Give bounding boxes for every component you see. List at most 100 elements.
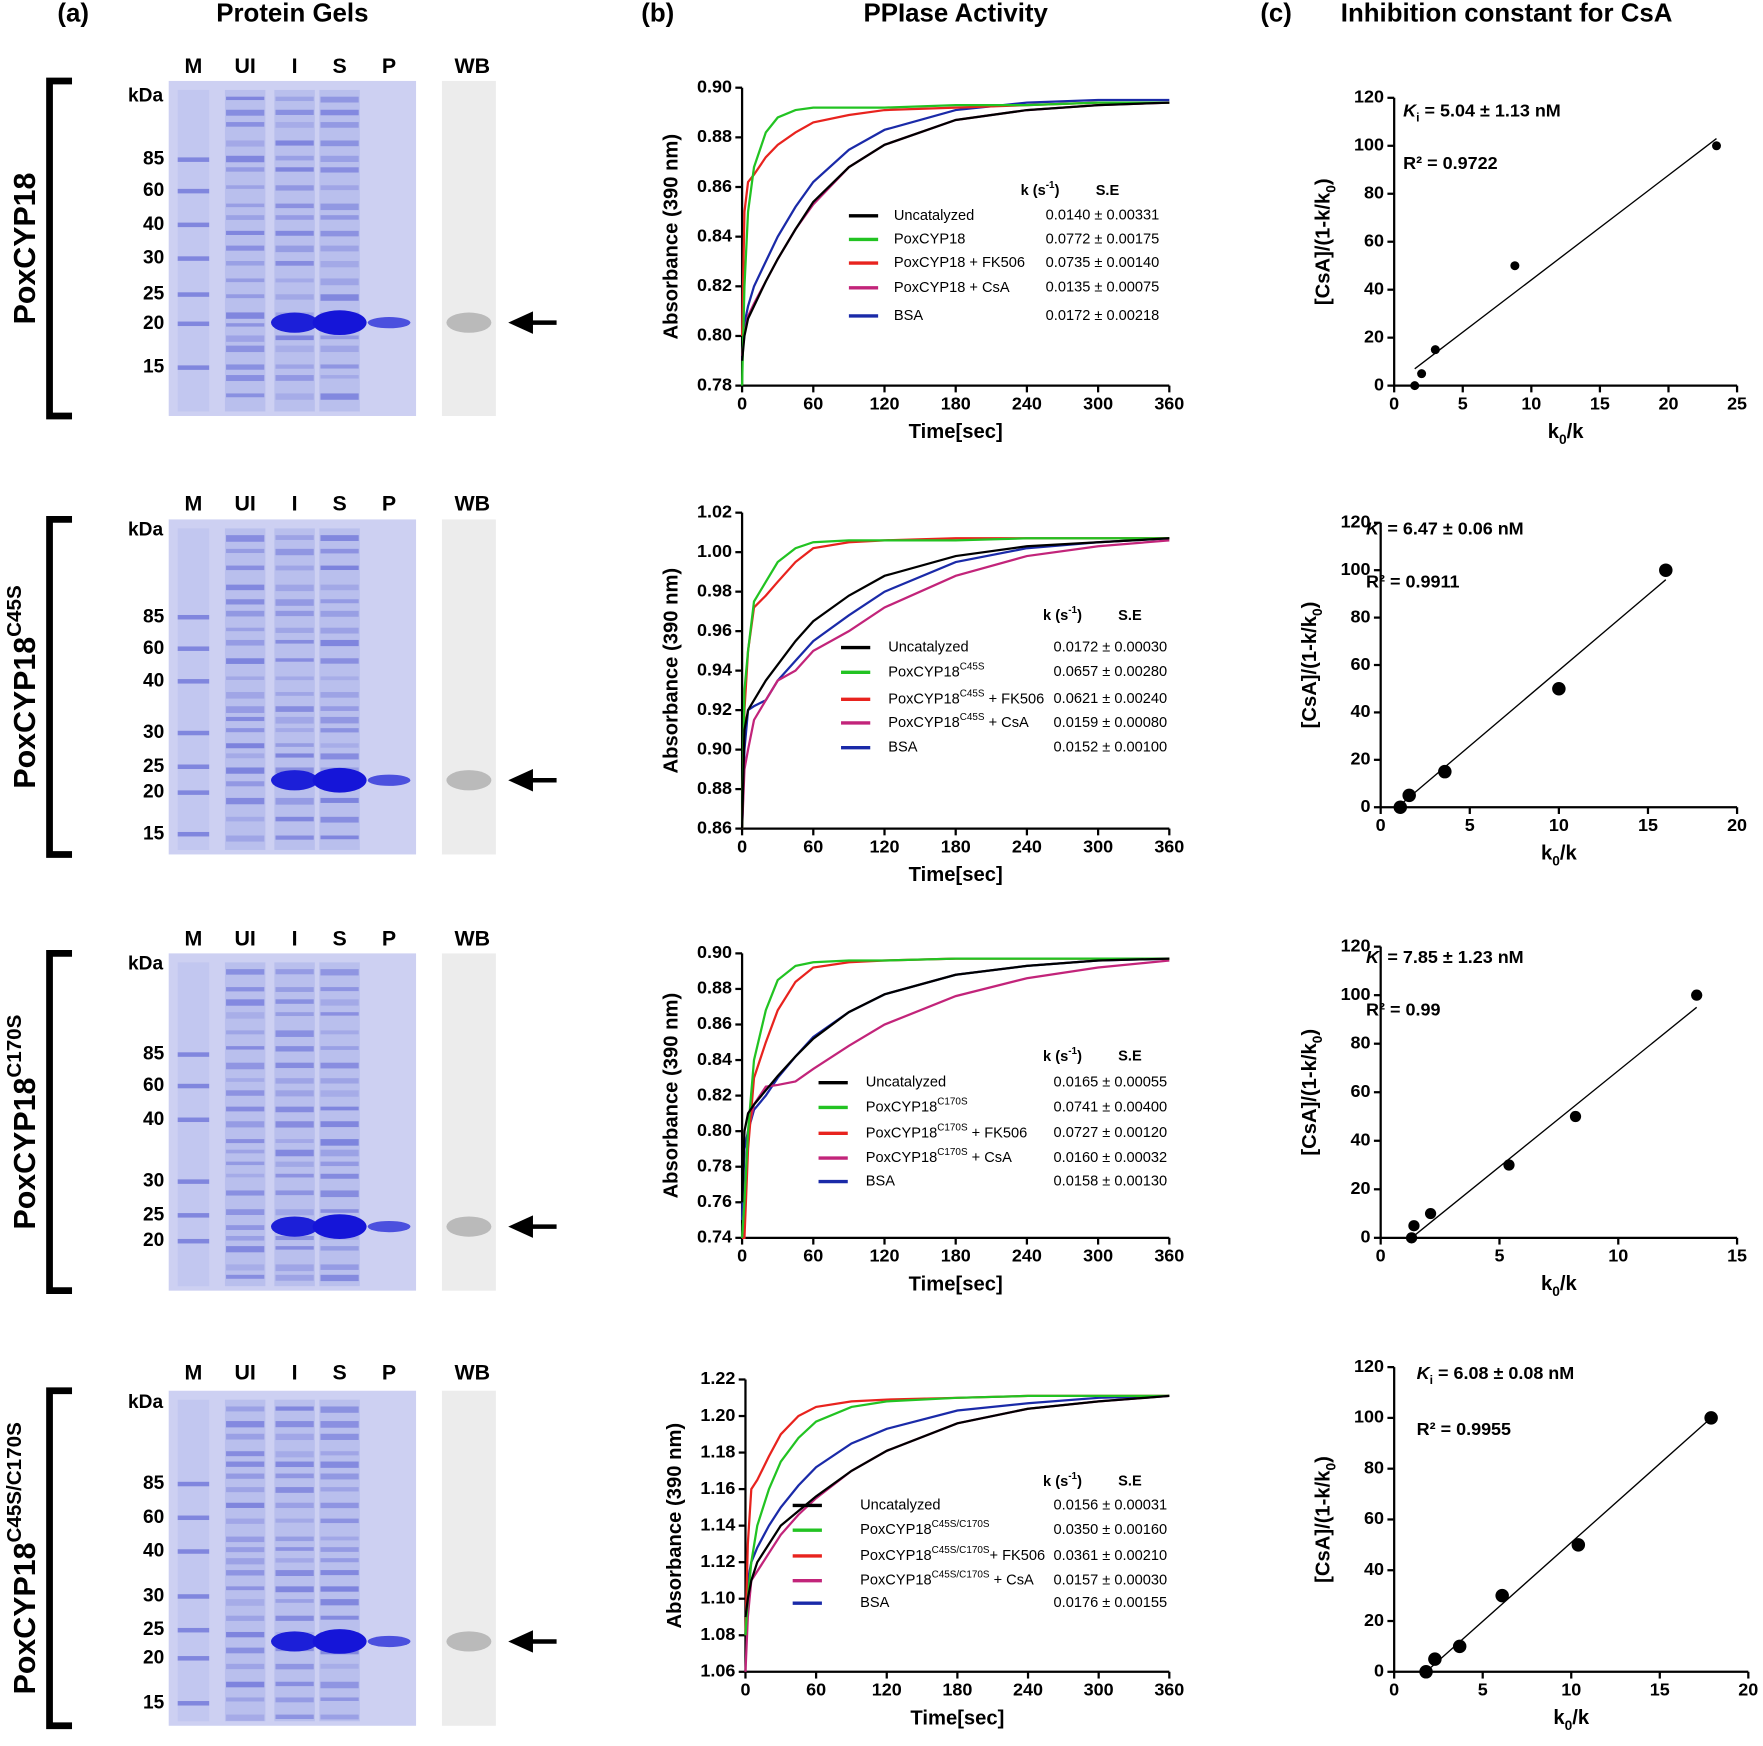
band [275, 1235, 314, 1241]
x-tick-label: 60 [803, 393, 823, 413]
lane-label: P [382, 491, 396, 515]
band [275, 728, 314, 733]
text-part: -1 [1068, 1471, 1077, 1482]
marker-band [177, 1179, 210, 1184]
data-point [1571, 1538, 1586, 1552]
legend-label: Uncatalyzed [894, 208, 974, 224]
y-tick-label: 100 [1354, 135, 1384, 155]
y-tick-label: 1.10 [700, 1587, 735, 1607]
band [320, 1570, 359, 1576]
x-tick-label: 5 [1478, 1680, 1488, 1700]
band [275, 1274, 314, 1281]
legend-label: BSA [860, 1595, 889, 1611]
lane-label: S [332, 491, 346, 515]
band [320, 1121, 359, 1128]
band [320, 728, 359, 733]
y-tick-label: 60 [1351, 1081, 1371, 1101]
band [226, 1487, 265, 1493]
marker-band [177, 1083, 210, 1089]
text-part: k (s [1043, 608, 1068, 624]
band [226, 1406, 265, 1412]
x-tick-label: 240 [1013, 1680, 1043, 1700]
legend-value: 0.0176 ± 0.00155 [1054, 1595, 1168, 1611]
text-part: + CsA [990, 1573, 1035, 1589]
marker-band [177, 1627, 210, 1633]
text-part: k [1541, 843, 1553, 865]
band [320, 245, 359, 252]
band [275, 1599, 314, 1603]
y-tick-label: 0.82 [697, 275, 732, 295]
band [446, 1216, 492, 1237]
x-tick-label: 20 [1658, 393, 1678, 413]
annotation: Ki = 6.47 ± 0.06 nM [1366, 518, 1524, 542]
y-tick-label: 20 [1364, 1610, 1384, 1630]
panel-label: (a) [57, 0, 89, 27]
band [320, 716, 359, 724]
band [320, 1502, 359, 1509]
band [275, 1421, 314, 1428]
text-part: k [1553, 1707, 1565, 1729]
band [226, 1570, 265, 1576]
band [275, 1246, 314, 1250]
band [320, 1190, 359, 1198]
text-part: -1 [1046, 180, 1055, 191]
western-blot [441, 953, 496, 1291]
legend-value: 0.0361 ± 0.00210 [1054, 1548, 1168, 1564]
text-part: i [1379, 957, 1382, 971]
legend-header: S.E [1118, 1474, 1142, 1490]
lane-label: UI [234, 491, 255, 515]
band [320, 167, 359, 173]
text-part: C45S/C170S [932, 1570, 990, 1581]
marker-band [177, 1481, 210, 1487]
lane [224, 528, 266, 850]
lane-label: WB [454, 927, 490, 951]
legend-value: 0.0657 ± 0.00280 [1054, 664, 1168, 680]
x-tick-label: 180 [941, 1246, 971, 1266]
legend-value: 0.0135 ± 0.00075 [1046, 280, 1160, 296]
text-part: 0 [1324, 1462, 1339, 1470]
text-part: PoxCYP18 [9, 637, 42, 789]
band [226, 1714, 265, 1721]
lane-label: UI [234, 54, 255, 78]
y-tick-label: 0.84 [697, 225, 732, 245]
band [226, 1190, 265, 1196]
y-axis-label: [CsA]/(1-k/k0) [1299, 602, 1325, 729]
band [320, 1078, 359, 1084]
text-part: = 7.85 ± 1.23 nM [1382, 947, 1523, 967]
text-part: -1 [1068, 1046, 1077, 1057]
band [226, 375, 265, 382]
band [275, 999, 314, 1004]
band [312, 310, 367, 336]
legend-label: Uncatalyzed [888, 639, 968, 655]
data-point [1659, 563, 1673, 577]
band [320, 1663, 359, 1669]
band [226, 167, 265, 172]
band [226, 1062, 265, 1070]
legend-label: PoxCYP18C45S + CsA [888, 712, 1029, 731]
text-part: [CsA]/(1-k/k [1313, 192, 1335, 305]
lane-label: I [292, 927, 298, 951]
band [226, 1274, 265, 1279]
x-tick-label: 240 [1012, 1246, 1042, 1266]
band [320, 375, 359, 379]
band [226, 728, 265, 733]
marker-label: 40 [143, 214, 164, 235]
y-tick-label: 0 [1361, 1227, 1371, 1247]
text-part: Uncatalyzed [860, 1497, 940, 1513]
marker-label: 20 [143, 1647, 164, 1668]
band [226, 345, 265, 353]
text-part: R² = 0.9722 [1403, 153, 1497, 173]
band [275, 1173, 314, 1178]
y-tick-label: 0.90 [697, 738, 732, 758]
data-line [740, 957, 1170, 1238]
text-part: PoxCYP18 [860, 1548, 931, 1564]
data-point [1424, 1207, 1437, 1220]
band [271, 770, 319, 791]
text-part: BSA [894, 308, 923, 324]
band [271, 1631, 319, 1652]
band [226, 364, 265, 370]
band [320, 1012, 359, 1016]
x-tick-label: 25 [1727, 393, 1747, 413]
band [275, 1078, 314, 1084]
band [275, 230, 314, 236]
